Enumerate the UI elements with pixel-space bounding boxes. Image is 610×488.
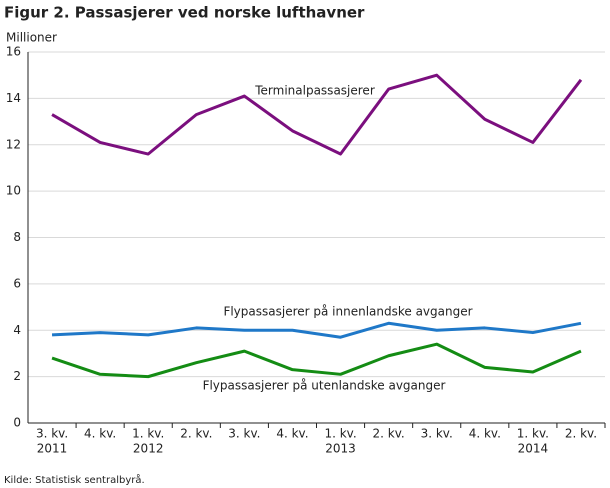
x-tick-label: 4. kv. — [276, 427, 308, 441]
y-tick-label: 10 — [6, 184, 21, 198]
x-tick-label: 4. kv. — [84, 427, 116, 441]
x-tick-label: 1. kv. — [132, 427, 164, 441]
y-tick-label: 14 — [6, 91, 21, 105]
source: Kilde: Statistisk sentralbyrå. — [4, 473, 145, 486]
x-year-label: 2013 — [325, 442, 356, 456]
x-tick-label: 3. kv. — [421, 427, 453, 441]
y-tick-label: 2 — [13, 369, 21, 383]
y-tick-label: 0 — [13, 416, 21, 430]
x-tick-label: 1. kv. — [517, 427, 549, 441]
x-year-label: 2012 — [133, 442, 164, 456]
y-tick-label: 6 — [13, 276, 21, 290]
x-tick-label: 2. kv. — [565, 427, 597, 441]
series-line — [51, 342, 582, 379]
y-tick-label: 16 — [6, 45, 21, 59]
y-tick-label: 4 — [13, 323, 21, 337]
x-year-label: 2014 — [518, 442, 549, 456]
x-tick-label: 2. kv. — [373, 427, 405, 441]
x-tick-label: 2. kv. — [180, 427, 212, 441]
x-tick-label: 3. kv. — [36, 427, 68, 441]
x-tick-label: 1. kv. — [324, 427, 356, 441]
y-axis-label: Millioner — [6, 31, 57, 45]
x-year-label: 2011 — [37, 442, 68, 456]
y-tick-label: 8 — [13, 230, 21, 244]
x-tick-label: 4. kv. — [469, 427, 501, 441]
series-label: Flypassasjerer på innenlandske avganger — [223, 305, 472, 319]
chart-title: Figur 2. Passasjerer ved norske lufthavn… — [4, 4, 365, 22]
series-line — [51, 73, 583, 156]
series-label: Terminalpassasjerer — [254, 84, 375, 98]
x-tick-label: 3. kv. — [228, 427, 260, 441]
series-line — [51, 321, 582, 339]
y-tick-label: 12 — [6, 137, 21, 151]
series-label: Flypassasjerer på utenlandske avganger — [203, 379, 446, 393]
